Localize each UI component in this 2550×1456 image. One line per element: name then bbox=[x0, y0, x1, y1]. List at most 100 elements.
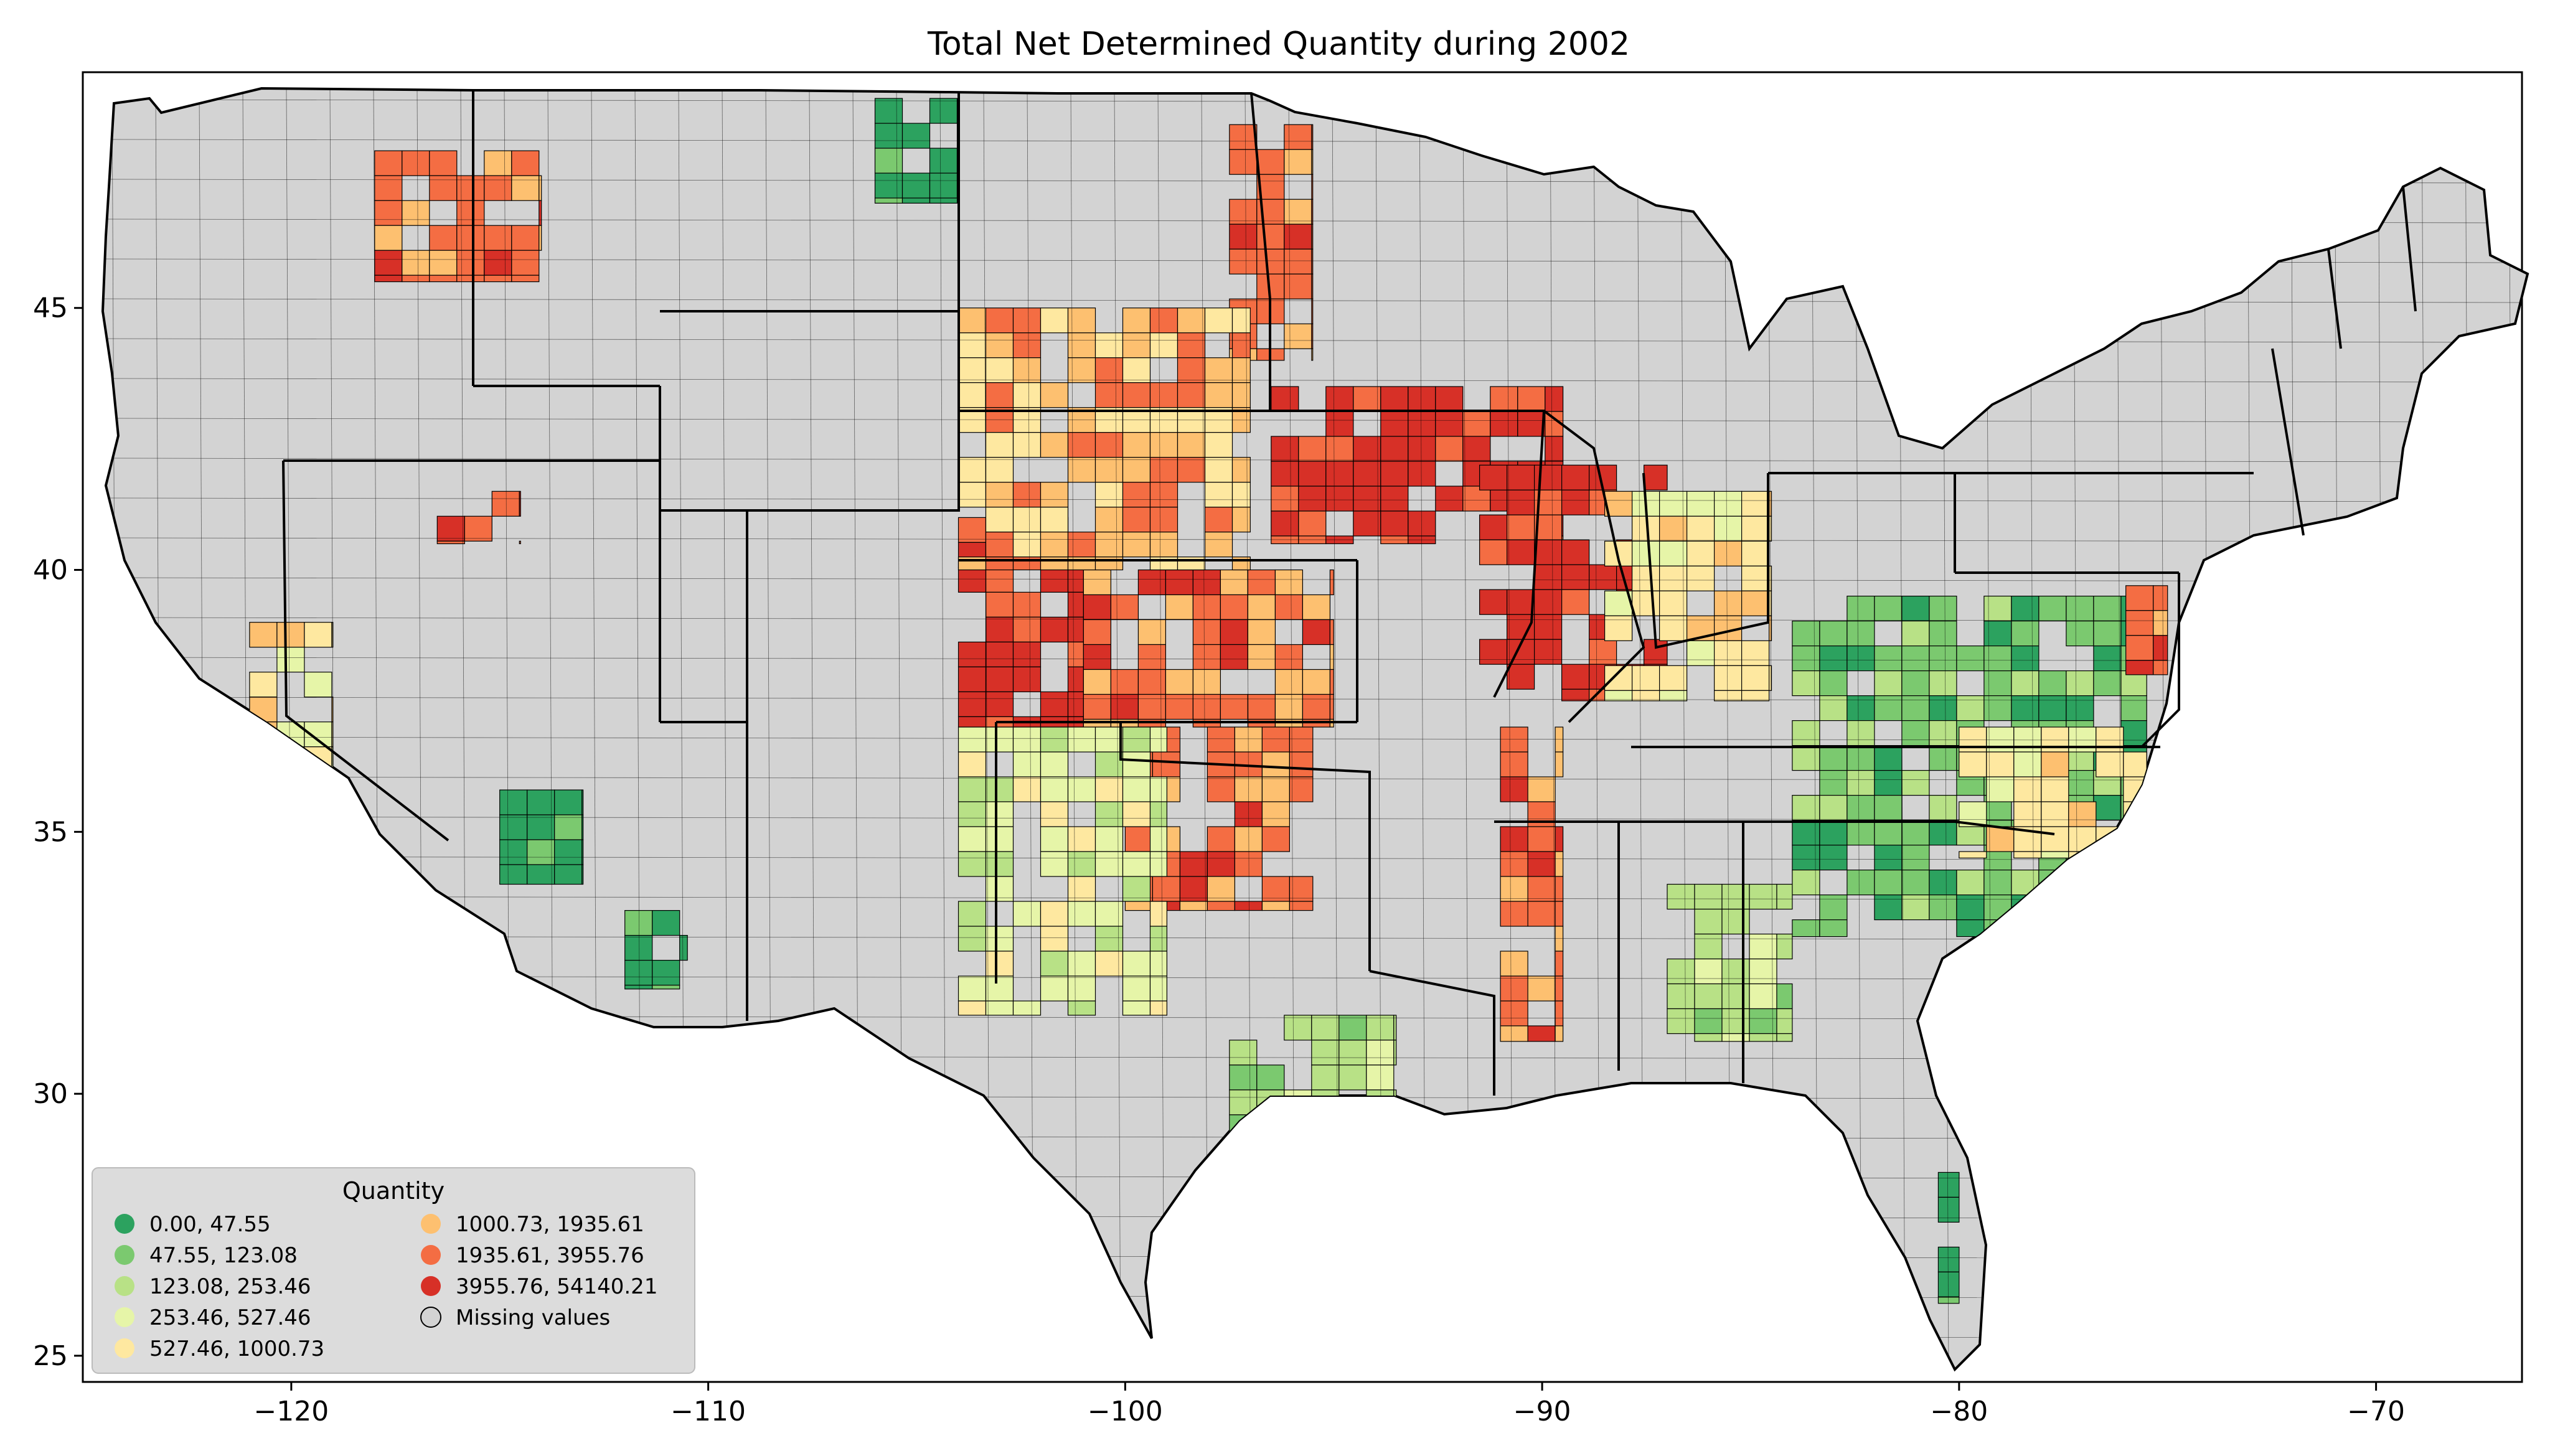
county-cell bbox=[1329, 619, 1334, 646]
county-cell bbox=[1229, 124, 1258, 150]
county-cell bbox=[1393, 1015, 1397, 1041]
county-cell bbox=[1012, 332, 1042, 359]
county-cell bbox=[1040, 751, 1069, 777]
county-cell bbox=[1694, 983, 1723, 1010]
county-cell bbox=[1741, 640, 1770, 666]
county-cell bbox=[1721, 1008, 1750, 1035]
y-tick-label: 45 bbox=[33, 293, 68, 324]
county-cell bbox=[957, 801, 987, 827]
county-cell bbox=[2125, 585, 2154, 611]
county-cell bbox=[1149, 851, 1167, 877]
county-cell bbox=[1302, 669, 1330, 695]
county-cell bbox=[1274, 669, 1303, 695]
county-cell bbox=[1741, 565, 1770, 591]
county-cell bbox=[1874, 595, 1903, 622]
county-cell bbox=[1179, 851, 1208, 877]
county-cell bbox=[1083, 594, 1112, 621]
county-cell bbox=[2153, 610, 2168, 636]
county-cell bbox=[1714, 515, 1743, 542]
county-cell bbox=[1659, 540, 1688, 566]
county-cell bbox=[1847, 695, 1875, 721]
county-cell bbox=[1687, 640, 1715, 666]
county-cell bbox=[1714, 665, 1743, 691]
county-cell bbox=[581, 864, 584, 885]
county-cell bbox=[1094, 382, 1124, 408]
legend-label: 123.08, 253.46 bbox=[149, 1274, 311, 1299]
county-cell bbox=[1325, 411, 1354, 437]
county-cell bbox=[1507, 589, 1535, 615]
county-cell bbox=[1956, 894, 1985, 921]
county-cell bbox=[985, 851, 1014, 877]
county-cell bbox=[1122, 1000, 1151, 1016]
county-cell bbox=[1311, 223, 1314, 250]
county-cell bbox=[1589, 639, 1617, 665]
county-cell bbox=[1589, 564, 1617, 590]
county-cell bbox=[1479, 539, 1508, 565]
county-cell bbox=[985, 357, 1014, 383]
county-cell bbox=[1298, 461, 1327, 487]
county-cell bbox=[1901, 695, 1930, 721]
county-cell bbox=[1012, 616, 1042, 643]
county-cell bbox=[652, 909, 680, 936]
county-cell bbox=[1124, 826, 1154, 852]
county-cell bbox=[1261, 801, 1291, 827]
county-cell bbox=[554, 789, 583, 815]
county-line bbox=[103, 497, 2522, 502]
county-cell bbox=[1149, 926, 1167, 952]
county-cell bbox=[2066, 769, 2094, 796]
county-cell bbox=[581, 814, 584, 840]
county-cell bbox=[1929, 670, 1957, 697]
y-tick-label: 30 bbox=[33, 1078, 68, 1110]
county-cell bbox=[499, 839, 528, 865]
county-cell bbox=[985, 641, 1014, 668]
county-cell bbox=[1380, 386, 1409, 412]
county-cell bbox=[1659, 665, 1688, 691]
county-cell bbox=[429, 275, 458, 283]
county-cell bbox=[1819, 894, 1848, 921]
county-cell bbox=[1012, 382, 1042, 408]
county-cell bbox=[2066, 620, 2094, 647]
county-cell bbox=[1247, 644, 1276, 670]
county-cell bbox=[1714, 640, 1743, 666]
county-cell bbox=[1555, 851, 1564, 877]
county-cell bbox=[1380, 486, 1409, 512]
county-cell bbox=[2093, 620, 2122, 647]
county-cell bbox=[1694, 1033, 1723, 1042]
county-cell bbox=[1040, 557, 1069, 571]
county-cell bbox=[1311, 248, 1314, 275]
county-cell bbox=[1256, 223, 1285, 250]
county-cell bbox=[1604, 615, 1633, 641]
y-tick-label: 35 bbox=[33, 816, 68, 848]
county-cell bbox=[1901, 670, 1930, 697]
county-cell bbox=[1901, 769, 1930, 796]
county-cell bbox=[1937, 1296, 1960, 1304]
county-cell bbox=[1632, 540, 1660, 566]
county-cell bbox=[985, 566, 1014, 593]
county-cell bbox=[1874, 869, 1903, 896]
county-cell bbox=[1207, 726, 1236, 753]
county-cell bbox=[1408, 461, 1436, 487]
county-cell bbox=[2013, 751, 2042, 777]
county-cell bbox=[1380, 411, 1409, 437]
county-cell bbox=[1545, 386, 1564, 412]
county-cell bbox=[985, 591, 1014, 618]
county-cell bbox=[1874, 695, 1903, 721]
county-cell bbox=[957, 457, 987, 483]
x-tick-label: −70 bbox=[2347, 1396, 2405, 1427]
county-cell bbox=[957, 901, 987, 927]
county-cell bbox=[1284, 124, 1312, 150]
county-cell bbox=[1819, 769, 1848, 796]
county-cell bbox=[1792, 620, 1820, 647]
county-cell bbox=[1604, 491, 1633, 517]
county-cell bbox=[1229, 1040, 1258, 1066]
county-cell bbox=[1012, 591, 1042, 618]
county-cell bbox=[1040, 901, 1069, 927]
county-cell bbox=[1067, 616, 1084, 643]
county-cell bbox=[985, 482, 1014, 508]
county-cell bbox=[1165, 594, 1194, 621]
county-cell bbox=[1929, 645, 1957, 672]
county-cell bbox=[1353, 436, 1381, 462]
county-cell bbox=[1040, 951, 1069, 977]
county-cell bbox=[1149, 532, 1179, 558]
county-cell bbox=[1659, 491, 1688, 517]
